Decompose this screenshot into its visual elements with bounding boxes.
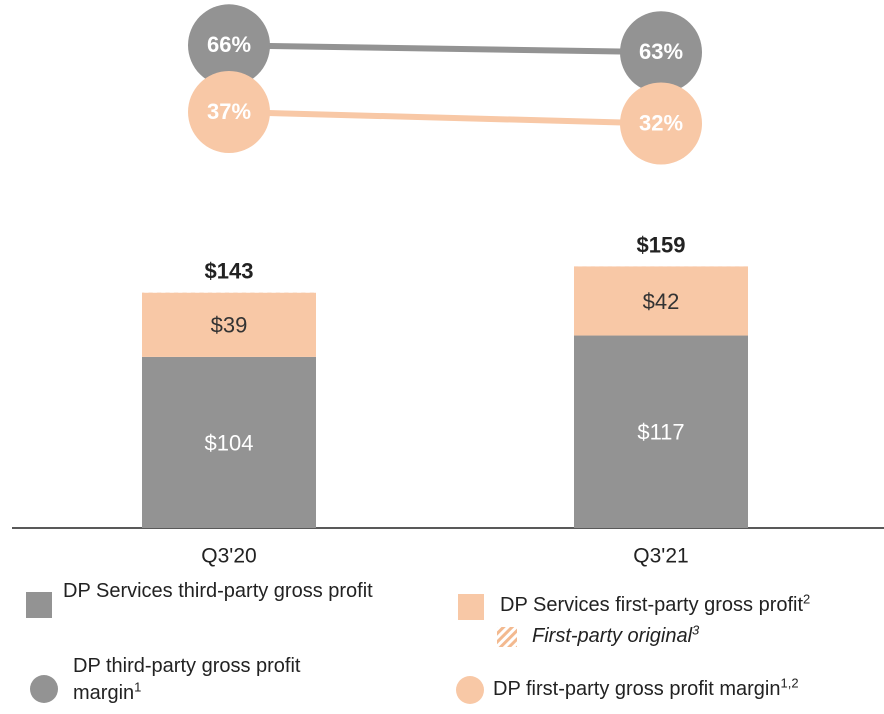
legend-swatch	[26, 592, 52, 618]
bar-segment	[574, 335, 748, 528]
margin-label: 37%	[207, 99, 251, 124]
legend-item: DP Services third-party gross profit	[63, 578, 393, 605]
legend-item: DP Services first-party gross profit2	[500, 592, 880, 619]
legend-footnote: 2	[803, 591, 811, 607]
margin-label: 63%	[639, 39, 683, 64]
bar-segment	[142, 292, 316, 357]
value-label: $104	[205, 430, 254, 455]
margin-label: 66%	[207, 32, 251, 57]
x-tick-label: Q3'21	[633, 545, 688, 568]
legend-label: DP third-party gross profit margin	[73, 655, 301, 704]
legend-footnote: 1	[134, 679, 142, 695]
legend-footnote: 1,2	[780, 675, 799, 691]
legend-swatch	[497, 627, 517, 647]
bar-segment	[574, 266, 748, 336]
margin-marker	[188, 71, 270, 153]
legend-label: First-party original	[532, 625, 693, 647]
legend-label: DP first-party gross profit margin	[493, 678, 781, 700]
legend-item: DP third-party gross profit margin1	[73, 653, 373, 707]
margin-line	[228, 109, 662, 127]
x-tick-label: Q3'20	[201, 545, 256, 568]
value-label: $39	[211, 313, 248, 338]
legend-swatch	[458, 594, 484, 620]
value-label: $42	[643, 289, 680, 314]
legend-item: First-party original3	[532, 623, 862, 650]
margin-marker	[188, 4, 270, 87]
legend-swatch	[456, 676, 484, 704]
legend-label: DP Services first-party gross profit	[500, 594, 804, 616]
legend-item: DP first-party gross profit margin1,2	[493, 676, 884, 703]
margin-marker	[620, 11, 702, 94]
legend-footnote: 3	[692, 622, 700, 638]
total-label: $143	[205, 259, 254, 284]
total-label: $159	[637, 232, 686, 257]
legend-swatch	[30, 675, 58, 703]
value-label: $117	[637, 420, 684, 445]
margin-marker	[620, 82, 702, 165]
legend-label: DP Services third-party gross profit	[63, 580, 373, 602]
margin-label: 32%	[639, 110, 683, 135]
bar-segment	[142, 356, 316, 528]
margin-line	[228, 42, 662, 56]
